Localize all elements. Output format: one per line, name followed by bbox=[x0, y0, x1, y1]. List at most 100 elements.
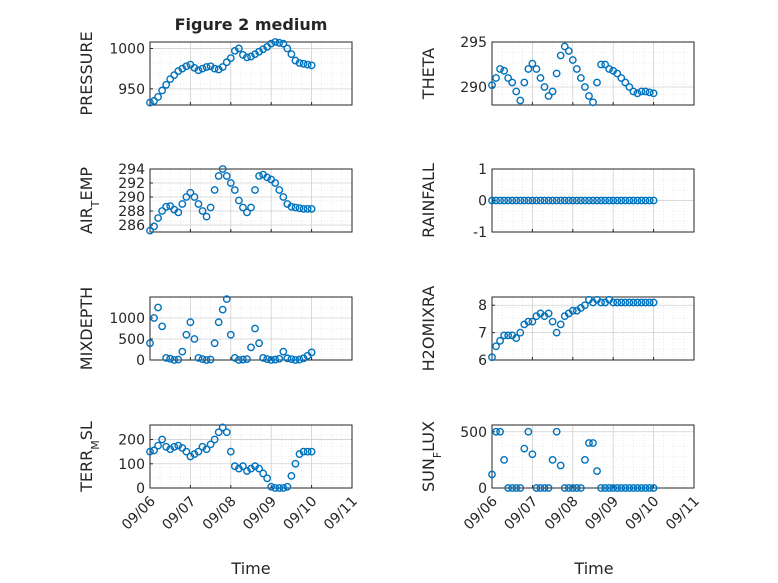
data-point bbox=[532, 65, 541, 73]
data-point bbox=[585, 439, 593, 447]
x-tick-label: 09/08 bbox=[542, 494, 582, 534]
data-point bbox=[488, 196, 496, 205]
y-tick-label: 200 bbox=[118, 433, 145, 449]
data-point bbox=[150, 314, 158, 322]
data-point bbox=[548, 317, 557, 326]
data-point bbox=[589, 439, 597, 447]
data-point bbox=[540, 196, 549, 205]
data-point bbox=[488, 353, 496, 362]
data-point bbox=[649, 196, 658, 205]
subplot-1: 950 1000 PRESSURE bbox=[77, 31, 353, 116]
data-point bbox=[307, 204, 316, 213]
x-axis-label-left: Time bbox=[230, 559, 270, 578]
data-point bbox=[560, 484, 569, 492]
y-axis-label: PRESSURE bbox=[77, 31, 96, 115]
data-point bbox=[287, 471, 296, 480]
data-point bbox=[488, 470, 496, 479]
data-point bbox=[222, 172, 231, 180]
y-axis-label: SUNFLUX bbox=[419, 421, 444, 492]
subplot-8: 0 500 SUNFLUX 09/06 09/07 09/08 09/09 09/10 09/1… bbox=[419, 421, 703, 533]
subplot-6: 6 7 8 H2OMIXRA bbox=[419, 286, 695, 371]
data-point bbox=[218, 305, 227, 314]
data-point bbox=[283, 44, 292, 53]
data-point bbox=[202, 63, 211, 71]
y-tick-label: 100 bbox=[118, 457, 145, 473]
data-point bbox=[512, 87, 521, 96]
data-point bbox=[629, 196, 638, 205]
data-point bbox=[492, 342, 500, 351]
y-axis-label-text-rest: LUX bbox=[419, 421, 438, 452]
y-axis-label-subscript: F bbox=[431, 452, 444, 458]
axes-frame bbox=[149, 168, 353, 233]
data-point bbox=[186, 188, 195, 197]
y-tick-label: 1000 bbox=[109, 41, 145, 57]
axes-frame bbox=[491, 296, 695, 361]
data-point bbox=[194, 200, 203, 208]
data-point bbox=[198, 207, 207, 215]
data-point bbox=[597, 60, 605, 69]
data-point bbox=[641, 196, 650, 205]
data-point bbox=[625, 298, 634, 307]
data-point bbox=[283, 482, 292, 491]
data-point bbox=[508, 78, 517, 87]
data-point bbox=[194, 447, 203, 456]
data-point bbox=[520, 444, 529, 453]
data-point bbox=[198, 355, 207, 364]
data-point bbox=[174, 208, 183, 217]
y-tick-label: -1 bbox=[473, 225, 487, 241]
data-point bbox=[552, 328, 561, 337]
data-point bbox=[625, 196, 634, 205]
y-tick-label: 290 bbox=[118, 190, 145, 206]
data-point bbox=[255, 172, 263, 180]
data-point bbox=[218, 63, 227, 71]
data-point bbox=[226, 54, 235, 63]
data-point bbox=[150, 222, 158, 231]
y-axis-label-text: AIR bbox=[77, 207, 96, 234]
data-point bbox=[287, 202, 296, 211]
data-point bbox=[581, 196, 589, 205]
data-point bbox=[158, 86, 167, 95]
data-point bbox=[520, 78, 529, 87]
data-point bbox=[198, 64, 207, 73]
data-point bbox=[637, 484, 646, 492]
data-point bbox=[552, 69, 561, 78]
data-point bbox=[190, 193, 199, 201]
data-point bbox=[291, 356, 300, 364]
data-point bbox=[589, 196, 597, 205]
data-point bbox=[645, 88, 654, 97]
data-point bbox=[218, 423, 227, 432]
y-tick-label: 500 bbox=[460, 425, 487, 441]
data-point bbox=[158, 207, 167, 215]
data-point bbox=[641, 298, 650, 307]
data-point bbox=[524, 65, 533, 73]
x-tick-label: 09/06 bbox=[461, 493, 501, 533]
data-point bbox=[500, 331, 509, 340]
data-point bbox=[158, 322, 167, 331]
data-point bbox=[649, 484, 658, 492]
data-point bbox=[508, 196, 517, 205]
data-point bbox=[593, 467, 601, 476]
data-point bbox=[637, 87, 646, 96]
data-point bbox=[605, 65, 614, 73]
data-point bbox=[613, 69, 622, 78]
data-point bbox=[154, 441, 162, 450]
data-point bbox=[259, 353, 268, 362]
data-point bbox=[230, 186, 239, 194]
data-point bbox=[609, 298, 618, 307]
data-point bbox=[307, 447, 316, 456]
data-point bbox=[617, 196, 626, 205]
y-tick-label: 1 bbox=[478, 162, 487, 178]
data-point bbox=[226, 447, 235, 456]
y-tick-label: 7 bbox=[478, 326, 487, 342]
data-point bbox=[271, 355, 280, 364]
y-tick-label: 286 bbox=[118, 218, 145, 234]
data-point bbox=[234, 196, 243, 205]
y-tick-label: 0 bbox=[478, 481, 487, 497]
data-point bbox=[536, 74, 545, 82]
data-point bbox=[291, 459, 300, 468]
y-axis-label-subscript: M bbox=[89, 440, 102, 450]
y-tick-label: 292 bbox=[118, 176, 145, 192]
data-point bbox=[206, 440, 215, 449]
data-point bbox=[524, 317, 533, 326]
